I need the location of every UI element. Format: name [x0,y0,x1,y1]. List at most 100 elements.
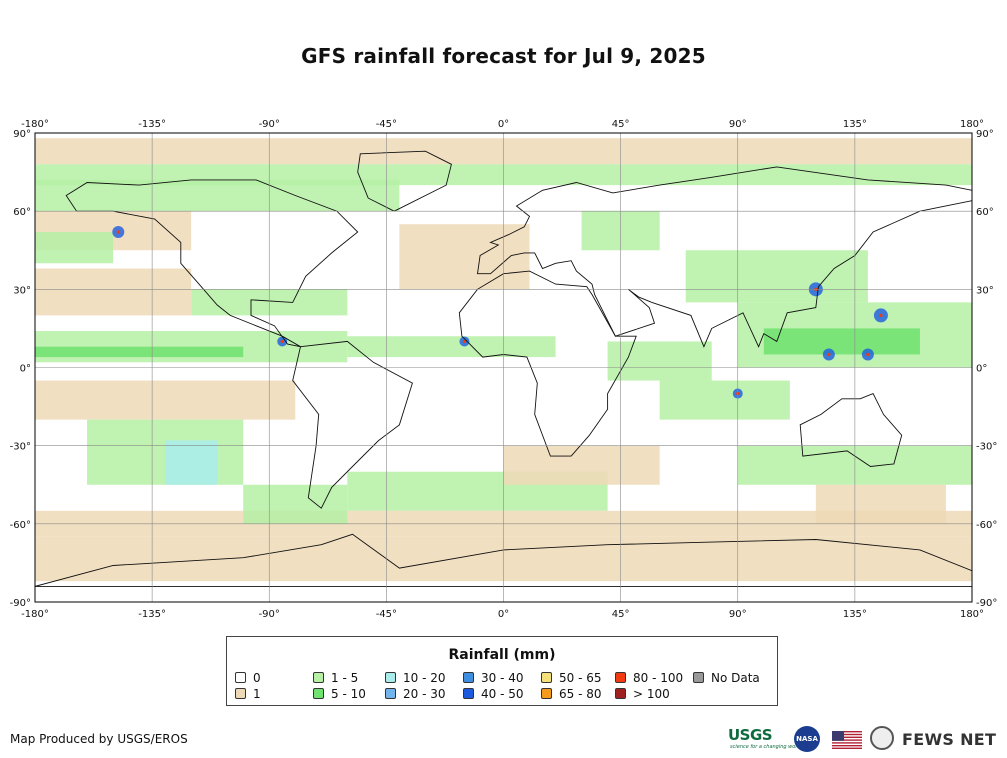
credit-text: Map Produced by USGS/EROS [10,732,188,746]
legend-swatch [541,688,552,699]
lon-tick-label: 45° [612,119,630,130]
extreme-rain-cell [280,339,284,344]
legend-item: 5 - 10 [313,686,366,701]
legend-label: 40 - 50 [481,686,524,701]
lat-tick-label: -60° [10,520,31,531]
lon-tick-label: -90° [259,609,280,620]
legend-label: 65 - 80 [559,686,602,701]
lon-tick-label: -135° [138,609,166,620]
legend-item: > 100 [615,686,670,701]
lon-tick-label: 135° [843,119,867,130]
legend-label: 30 - 40 [481,670,524,685]
legend-swatch [541,672,552,683]
lon-tick-label: 90° [729,609,747,620]
logo-strip: USGS science for a changing world NASA F… [728,722,998,756]
legend-label: 1 [253,686,261,701]
continent-eurasia [476,166,972,348]
legend-item: No Data [693,671,760,685]
rain-band [243,484,348,524]
lon-tick-label: 0° [498,609,509,620]
continent-australia [799,393,903,467]
map-frame [34,132,973,603]
lon-tick-label: -90° [259,119,280,130]
rain-band [35,179,400,212]
legend-swatch [463,688,474,699]
state-department-seal-icon [870,726,894,750]
us-flag-icon [832,731,862,749]
legend-swatch [615,688,626,699]
legend-title: Rainfall (mm) [448,647,556,663]
legend-swatch [463,672,474,683]
lat-tick-label: -30° [976,442,997,453]
lon-tick-label: -45° [376,119,397,130]
legend-label: 0 [253,670,261,685]
legend-item: 50 - 65 [541,670,602,685]
rain-band [35,232,114,264]
continent-africa [458,270,637,457]
lat-tick-label: -90° [976,598,997,609]
usgs-tagline: science for a changing world [730,744,802,750]
lon-tick-label: 0° [498,119,509,130]
lat-tick-label: 30° [976,285,994,296]
rain-band [659,380,790,420]
map-title: GFS rainfall forecast for Jul 9, 2025 [301,44,706,68]
lon-tick-label: 180° [960,609,984,620]
legend-item: 20 - 30 [385,687,446,701]
lat-tick-label: -90° [10,598,31,609]
legend-label: 80 - 100 [633,670,684,685]
legend-label: 10 - 20 [403,670,446,685]
lon-tick-label: -180° [21,609,49,620]
lat-tick-label: 90° [976,129,994,140]
continent-south-america [292,340,413,509]
extreme-rain-cell [866,352,870,357]
legend-label: 50 - 65 [559,670,602,685]
continent-greenland [357,150,452,212]
rain-band [607,341,712,381]
legend-item: 10 - 20 [385,670,446,685]
lon-tick-label: 45° [612,609,630,620]
legend-item: 65 - 80 [541,686,602,701]
rain-band [165,440,218,485]
legend-swatch [385,688,396,699]
rain-band [503,445,660,485]
usgs-logo: USGS [728,726,773,744]
lon-tick-label: -180° [21,119,49,130]
legend-swatch [693,672,704,683]
lat-tick-label: 60° [13,207,31,218]
extreme-rain-cell [827,352,831,357]
legend-swatch [313,672,324,683]
legend-swatch [313,688,324,699]
axis-ticks: -180° -180° -135° -135° -90° -90° -45° -45° 0° 0°… [10,119,998,620]
lat-tick-label: 0° [20,364,31,375]
lat-tick-label: 30° [13,285,31,296]
legend-item: 40 - 50 [463,686,524,701]
legend-swatch [385,672,396,683]
lat-tick-label: 60° [976,207,994,218]
continent-antarctica [35,533,972,587]
lat-tick-label: 0° [976,364,987,375]
lon-tick-label: 180° [960,119,984,130]
legend-item: 1 [235,686,261,701]
fews-net-logo: FEWS NET [902,730,997,749]
legend-label: 1 - 5 [331,670,359,685]
lon-tick-label: -45° [376,609,397,620]
lon-tick-label: 135° [843,609,867,620]
nasa-logo: NASA [794,726,820,752]
legend-swatch [615,672,626,683]
lon-tick-label: 90° [729,119,747,130]
legend-label: > 100 [633,686,670,701]
lat-tick-label: 90° [13,129,31,140]
legend-item: 80 - 100 [615,670,684,685]
extreme-rain-cell [879,313,883,317]
rain-band [35,380,296,420]
legend-swatch [235,672,246,683]
legend-swatch [235,688,246,699]
lon-tick-label: -135° [138,119,166,130]
rain-band [347,336,556,358]
lat-tick-label: -30° [10,442,31,453]
rain-band [763,328,920,355]
legend-label: 5 - 10 [331,686,366,701]
legend-item: 30 - 40 [463,670,524,685]
